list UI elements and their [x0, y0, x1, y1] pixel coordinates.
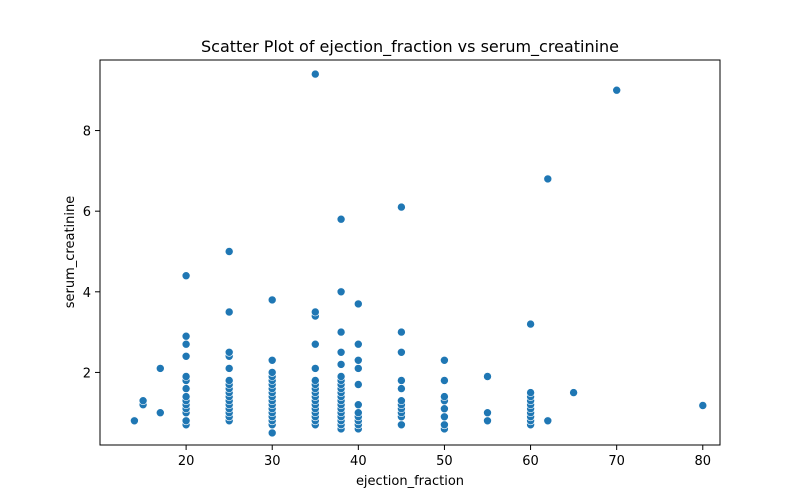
x-tick-label: 50 [436, 454, 453, 469]
data-point [397, 202, 406, 212]
data-point [353, 408, 363, 418]
data-point [267, 428, 277, 438]
data-point [224, 376, 234, 385]
data-point [336, 347, 346, 357]
data-point [336, 360, 346, 369]
data-point [353, 364, 363, 373]
data-point [181, 372, 191, 381]
y-tick-label: 8 [83, 125, 91, 140]
data-point [181, 351, 191, 361]
data-point [397, 347, 406, 357]
data-point [267, 355, 277, 365]
y-tick-label: 6 [83, 205, 91, 220]
y-axis: 2 4 6 8 [83, 125, 100, 381]
data-point [526, 319, 535, 329]
data-point [310, 364, 320, 373]
data-point [483, 372, 492, 381]
data-point [336, 372, 346, 381]
data-point [181, 331, 191, 341]
x-tick-label: 60 [522, 454, 539, 469]
x-tick-label: 80 [695, 454, 712, 469]
data-point [483, 408, 492, 418]
data-point [336, 327, 346, 337]
data-point [130, 416, 139, 426]
chart-title: Scatter Plot of ejection_fraction vs ser… [201, 37, 619, 57]
data-point [224, 307, 234, 317]
x-tick-label: 40 [350, 454, 367, 469]
data-point [353, 355, 363, 365]
data-point [310, 339, 320, 349]
data-point [483, 416, 492, 426]
y-tick-label: 4 [83, 286, 91, 301]
data-point [336, 214, 346, 224]
data-point [353, 400, 363, 410]
data-point [397, 420, 406, 430]
y-tick-label: 2 [83, 366, 91, 381]
data-point [267, 368, 277, 377]
data-point [181, 271, 191, 281]
data-point [181, 392, 191, 401]
x-axis-label: ejection_fraction [356, 474, 464, 489]
data-point [569, 388, 578, 397]
data-point [698, 401, 708, 410]
data-point [156, 364, 165, 373]
data-point [543, 174, 553, 184]
data-point [224, 347, 234, 357]
data-point [353, 299, 363, 309]
data-point [310, 69, 320, 79]
data-point [440, 420, 449, 430]
data-point [181, 339, 191, 349]
data-point [310, 307, 320, 317]
data-point [267, 295, 277, 305]
data-point [397, 376, 406, 385]
data-point [440, 412, 449, 422]
data-point [440, 392, 449, 401]
data-point [397, 384, 406, 393]
data-point [440, 376, 449, 385]
x-axis: 20 30 40 50 60 70 80 [178, 445, 711, 469]
data-point [156, 408, 165, 418]
y-axis-label: serum_creatinine [63, 196, 78, 309]
data-point [543, 416, 553, 426]
data-point [138, 396, 148, 406]
data-point [397, 327, 406, 337]
x-tick-label: 30 [264, 454, 281, 469]
x-tick-label: 70 [608, 454, 625, 469]
data-point [612, 85, 622, 95]
data-point [224, 247, 234, 256]
data-point [353, 339, 363, 349]
data-point [224, 364, 234, 373]
data-point [397, 396, 406, 406]
data-point [336, 287, 346, 297]
data-point [353, 380, 363, 389]
data-point [440, 355, 449, 365]
data-point [526, 388, 535, 397]
data-point [181, 416, 191, 426]
data-point [440, 404, 449, 414]
x-tick-label: 20 [178, 454, 195, 469]
plot-frame [99, 59, 721, 446]
points-layer [130, 69, 708, 438]
data-point [310, 376, 320, 385]
data-point [181, 384, 191, 393]
